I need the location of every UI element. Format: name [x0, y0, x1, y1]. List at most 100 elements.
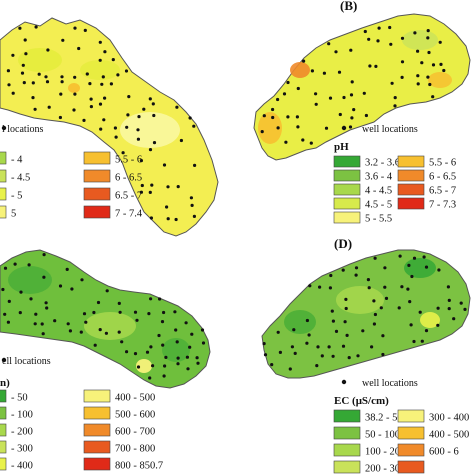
well-location-marker [53, 319, 57, 323]
well-location-marker [174, 328, 178, 332]
legend-swatch [397, 183, 425, 196]
well-location-marker [84, 320, 88, 324]
well-location-marker [80, 278, 84, 282]
well-location-marker [148, 376, 152, 380]
well-location-marker [370, 345, 374, 349]
well-location-marker [174, 217, 178, 222]
legend-label: 100 - 200 [365, 447, 405, 458]
well-location-marker [135, 318, 139, 322]
well-location-marker [175, 340, 179, 344]
legend-swatch [397, 460, 425, 474]
well-location-marker [27, 263, 31, 267]
well-location-marker [363, 29, 367, 34]
well-location-marker [82, 118, 86, 122]
well-location-marker [176, 362, 180, 366]
panel-b-wells [260, 25, 446, 145]
panel-c-patch [8, 266, 52, 294]
well-location-marker [149, 216, 153, 220]
well-location-marker [324, 126, 329, 130]
panel-c-legend: - 50 400 - 500 - 100 500 - 600 - 200 600 - 70… [0, 389, 163, 472]
well-location-marker [148, 97, 152, 101]
panel-d-legend: 38.2 - 50 300 - 400 50 - 100 400 - 500 100 -… [333, 409, 469, 474]
well-location-marker [373, 312, 377, 317]
well-location-marker [390, 81, 394, 85]
legend-label: - 5 [11, 191, 22, 202]
well-location-marker [407, 263, 411, 267]
panel-c-legend-title: n) [0, 377, 10, 389]
legend-swatch [83, 205, 111, 219]
legend-label: 600 - 6 [429, 447, 459, 458]
well-location-marker [400, 75, 404, 79]
well-location-marker [59, 92, 63, 96]
well-location-marker [348, 125, 353, 129]
well-location-marker [125, 350, 129, 354]
well-location-marker [331, 319, 335, 323]
well-location-marker [410, 274, 414, 279]
panel-c-patch [84, 312, 136, 340]
well-location-marker [341, 268, 345, 272]
well-location-marker [149, 345, 153, 349]
panel-c-well-label: ell locations [2, 356, 51, 367]
well-location-marker [6, 69, 10, 73]
well-location-marker [195, 356, 199, 360]
well-location-marker [121, 151, 125, 155]
well-location-marker [188, 116, 192, 120]
well-location-marker [413, 31, 417, 35]
legend-swatch [83, 440, 111, 454]
well-location-marker [364, 113, 368, 118]
well-location-marker [139, 190, 143, 194]
well-location-marker [37, 72, 41, 76]
well-location-marker [366, 278, 370, 282]
well-location-marker [398, 254, 402, 258]
well-location-marker [33, 322, 37, 326]
well-location-marker [437, 268, 441, 272]
panel-d-patch [420, 312, 440, 328]
legend-swatch [397, 169, 425, 182]
well-location-marker [139, 159, 143, 163]
well-location-marker [72, 108, 76, 112]
well-location-marker [381, 352, 385, 357]
well-location-marker [330, 309, 334, 313]
legend-label: - 400 [11, 461, 33, 472]
well-location-marker [400, 36, 405, 40]
well-location-marker [368, 64, 372, 68]
legend-swatch [83, 187, 111, 201]
well-location-marker [447, 307, 451, 311]
well-location-marker [42, 253, 46, 257]
well-location-marker [190, 332, 194, 336]
well-location-marker [60, 80, 64, 84]
well-location-marker [98, 58, 102, 62]
legend-label: 50 - 100 [365, 430, 400, 441]
well-location-marker [18, 311, 22, 315]
well-location-marker [136, 128, 140, 132]
well-location-marker [428, 82, 432, 87]
well-location-marker [331, 354, 335, 358]
well-location-marker [150, 183, 154, 187]
well-location-marker [140, 183, 144, 188]
panel-d-well-label: well locations [362, 378, 418, 389]
well-location-marker [7, 299, 11, 303]
well-location-marker [424, 329, 429, 333]
well-location-marker [438, 40, 442, 44]
well-location-marker [334, 50, 338, 54]
well-location-marker [92, 310, 96, 315]
well-location-marker [118, 310, 122, 314]
well-location-marker [151, 102, 155, 106]
well-location-marker [105, 289, 109, 293]
well-location-marker [124, 69, 129, 73]
well-location-marker [58, 284, 63, 288]
legend-swatch [333, 155, 361, 168]
well-location-marker [164, 355, 168, 359]
well-location-marker [45, 80, 50, 84]
panel-b: (B) well locations pH 3.2 - 3.6 5.5 - 63.… [253, 0, 471, 225]
panel-d: (D) well locations EC (μS/cm) 38.2 - 50 3… [261, 236, 471, 474]
legend-label: - 300 [11, 444, 33, 455]
well-location-marker [328, 96, 333, 100]
panel-d-well-legend-marker [341, 379, 347, 385]
panel-a-well-label: l locations [2, 124, 43, 135]
legend-label: 5.5 - 6 [429, 158, 456, 169]
legend-swatch [83, 423, 111, 437]
well-location-marker [439, 62, 443, 66]
well-location-marker [162, 163, 167, 167]
legend-label: 400 - 500 [429, 430, 469, 441]
